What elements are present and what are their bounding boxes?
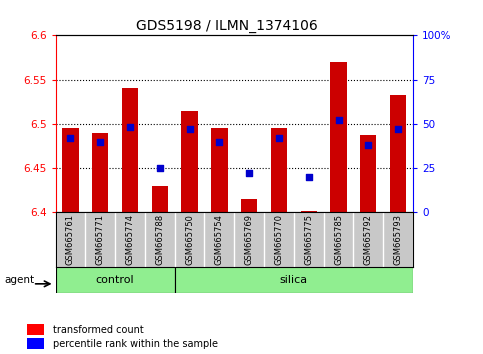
Bar: [27, 338, 44, 349]
Point: [126, 125, 134, 130]
Point: [67, 135, 74, 141]
Point: [305, 174, 313, 180]
Bar: [390, 95, 406, 212]
Point: [185, 126, 193, 132]
Text: GSM665792: GSM665792: [364, 215, 373, 265]
Text: GSM665761: GSM665761: [66, 214, 75, 266]
Text: GSM665769: GSM665769: [245, 214, 254, 266]
Point: [275, 135, 283, 141]
Bar: [27, 324, 44, 335]
Bar: [300, 211, 317, 212]
Bar: [62, 128, 79, 212]
Text: agent: agent: [5, 275, 35, 285]
FancyBboxPatch shape: [56, 267, 175, 293]
Bar: [182, 110, 198, 212]
Point: [215, 139, 223, 144]
FancyBboxPatch shape: [175, 267, 413, 293]
Bar: [152, 186, 168, 212]
Bar: [211, 128, 227, 212]
Point: [245, 171, 253, 176]
Point: [364, 142, 372, 148]
Point: [156, 165, 164, 171]
Text: GSM665750: GSM665750: [185, 215, 194, 265]
Bar: [330, 62, 347, 212]
Text: GDS5198 / ILMN_1374106: GDS5198 / ILMN_1374106: [136, 19, 318, 34]
Text: GSM665771: GSM665771: [96, 214, 105, 266]
Text: silica: silica: [280, 275, 308, 285]
Text: GSM665785: GSM665785: [334, 214, 343, 266]
Bar: [360, 135, 376, 212]
Text: transformed count: transformed count: [53, 325, 144, 335]
Point: [394, 126, 402, 132]
Point: [97, 139, 104, 144]
Bar: [241, 199, 257, 212]
Text: percentile rank within the sample: percentile rank within the sample: [53, 339, 218, 349]
Text: GSM665788: GSM665788: [156, 214, 164, 266]
Bar: [122, 88, 138, 212]
Bar: [271, 128, 287, 212]
Text: GSM665770: GSM665770: [274, 214, 284, 266]
Text: GSM665775: GSM665775: [304, 214, 313, 266]
Text: GSM665793: GSM665793: [394, 214, 402, 266]
Bar: [92, 133, 108, 212]
Text: GSM665754: GSM665754: [215, 215, 224, 265]
Point: [335, 118, 342, 123]
Text: GSM665774: GSM665774: [126, 214, 134, 266]
Text: control: control: [96, 275, 134, 285]
